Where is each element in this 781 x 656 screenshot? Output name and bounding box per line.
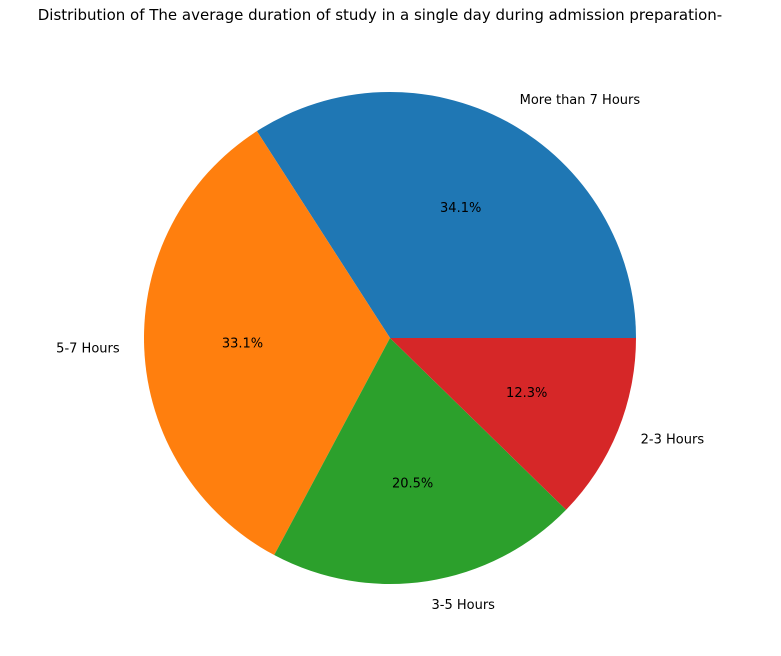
slice-label: More than 7 Hours — [520, 93, 641, 108]
pie-slice-2-3-hours — [390, 338, 636, 510]
pie-slice-5-7-hours — [143, 131, 390, 556]
slice-percentage-label: 34.1% — [440, 201, 481, 216]
slice-label: 3-5 Hours — [431, 598, 495, 613]
slice-percentage-label: 20.5% — [392, 476, 433, 491]
slice-percentage-label: 33.1% — [222, 337, 263, 352]
pie-labels: More than 7 Hours 34.1% 5-7 Hours 33.1% 3-5 … — [56, 93, 704, 613]
pie-slice-3-5-hours — [274, 338, 567, 584]
chart-title: Distribution of The average duration of … — [38, 6, 722, 24]
slice-percentage-label: 12.3% — [506, 386, 547, 401]
pie-slices — [143, 92, 636, 584]
pie-slice-more-than-7-hours — [256, 92, 636, 338]
slice-label: 2-3 Hours — [641, 432, 705, 447]
slice-label: 5-7 Hours — [56, 342, 120, 357]
